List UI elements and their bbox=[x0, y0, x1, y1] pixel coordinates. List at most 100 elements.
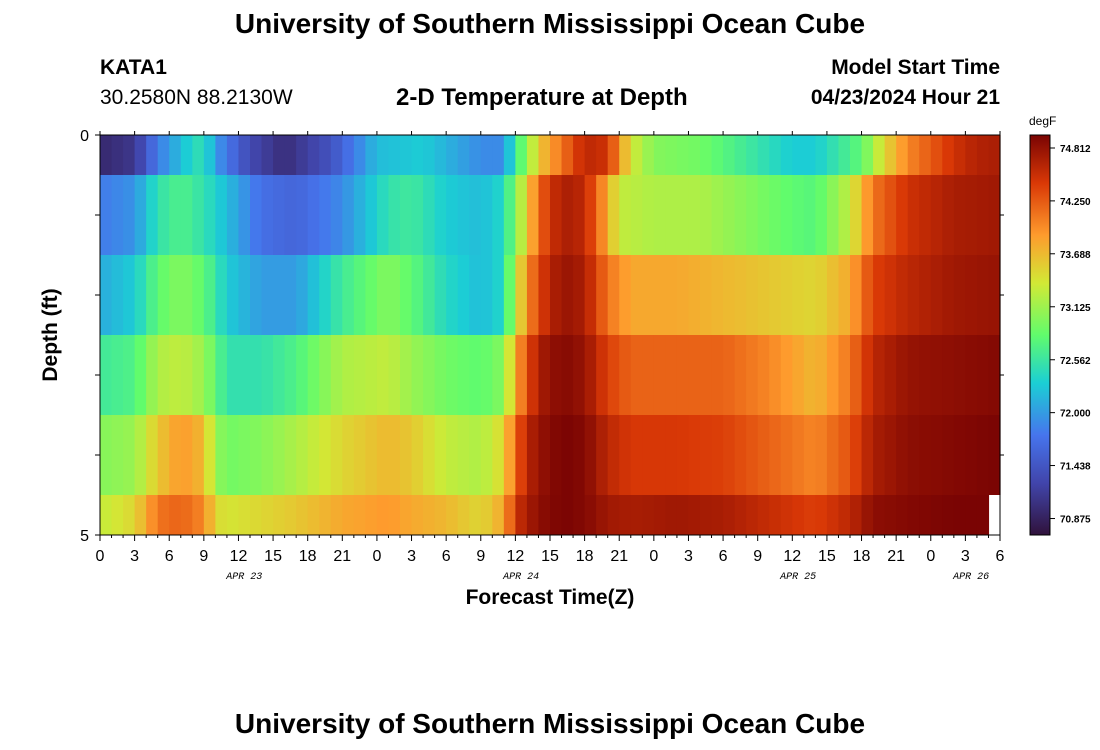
heatmap-cell bbox=[919, 135, 932, 175]
heatmap-cell bbox=[746, 495, 759, 535]
colorbar-tick-label: 72.000 bbox=[1060, 409, 1091, 420]
heatmap-cell bbox=[688, 495, 701, 535]
heatmap-cell bbox=[550, 495, 563, 535]
heatmap-cell bbox=[584, 175, 597, 255]
heatmap-cell bbox=[838, 335, 851, 415]
heatmap-cell bbox=[434, 255, 447, 335]
heatmap-cell bbox=[711, 135, 724, 175]
heatmap-cell bbox=[573, 495, 586, 535]
page-title: University of Southern Mississippi Ocean… bbox=[234, 8, 866, 39]
heatmap-cell bbox=[953, 495, 966, 535]
heatmap-cell bbox=[538, 255, 551, 335]
heatmap-cell bbox=[434, 335, 447, 415]
heatmap-cell bbox=[226, 175, 240, 255]
x-tick-label: 3 bbox=[684, 548, 693, 565]
heatmap-cell bbox=[134, 175, 147, 255]
heatmap-cell bbox=[873, 335, 886, 415]
heatmap-cell bbox=[596, 415, 609, 495]
heatmap-cell bbox=[607, 495, 620, 535]
heatmap-cell bbox=[123, 415, 136, 495]
heatmap-cell bbox=[215, 135, 228, 175]
heatmap-cell bbox=[480, 135, 493, 175]
heatmap-cell bbox=[376, 255, 390, 335]
heatmap-cell bbox=[884, 415, 897, 495]
heatmap-cell bbox=[261, 495, 274, 535]
x-tick-label: 6 bbox=[996, 548, 1005, 565]
heatmap-cell bbox=[319, 495, 332, 535]
heatmap-cell bbox=[815, 255, 828, 335]
heatmap-cell bbox=[411, 135, 424, 175]
heatmap-cell bbox=[757, 495, 770, 535]
heatmap-cell bbox=[273, 175, 286, 255]
heatmap-cell bbox=[757, 175, 770, 255]
heatmap-cell bbox=[826, 495, 840, 535]
heatmap-cell bbox=[642, 175, 655, 255]
heatmap-cell bbox=[676, 255, 690, 335]
heatmap-cell bbox=[642, 495, 655, 535]
heatmap-cell bbox=[526, 255, 540, 335]
heatmap-cell bbox=[723, 415, 736, 495]
heatmap-cell bbox=[446, 335, 459, 415]
heatmap-cell bbox=[296, 495, 309, 535]
heatmap-cell bbox=[665, 135, 678, 175]
heatmap-cell bbox=[965, 255, 978, 335]
heatmap-cell bbox=[307, 415, 320, 495]
heatmap-cell bbox=[769, 415, 782, 495]
heatmap-cell bbox=[446, 135, 459, 175]
heatmap-cell bbox=[815, 495, 828, 535]
heatmap-cell bbox=[850, 255, 863, 335]
heatmap-cell bbox=[584, 495, 597, 535]
heatmap-cell bbox=[342, 415, 355, 495]
heatmap-cell bbox=[100, 175, 113, 255]
heatmap-cell bbox=[365, 255, 378, 335]
heatmap-cell bbox=[584, 415, 597, 495]
heatmap-cell bbox=[688, 335, 701, 415]
heatmap-cell bbox=[215, 175, 228, 255]
heatmap-cell bbox=[723, 135, 736, 175]
heatmap-cell bbox=[273, 415, 286, 495]
heatmap-cell bbox=[942, 415, 955, 495]
heatmap-cell bbox=[423, 495, 436, 535]
heatmap-cell bbox=[850, 415, 863, 495]
heatmap-cell bbox=[861, 175, 874, 255]
heatmap-cell bbox=[630, 495, 643, 535]
heatmap-cell bbox=[134, 495, 147, 535]
heatmap-cell bbox=[515, 495, 528, 535]
heatmap-cell bbox=[400, 335, 413, 415]
heatmap-cell bbox=[284, 255, 297, 335]
heatmap-cell bbox=[100, 135, 113, 175]
heatmap-cell bbox=[746, 415, 759, 495]
heatmap-cell bbox=[850, 135, 863, 175]
heatmap-cell bbox=[919, 335, 932, 415]
heatmap-cell bbox=[619, 335, 632, 415]
heatmap-cell bbox=[446, 255, 459, 335]
x-tick-label: 9 bbox=[753, 548, 762, 565]
heatmap-cell bbox=[734, 335, 747, 415]
x-tick-label: 3 bbox=[407, 548, 416, 565]
heatmap-cell bbox=[803, 255, 816, 335]
heatmap-cell bbox=[550, 255, 563, 335]
heatmap-cell bbox=[284, 415, 297, 495]
heatmap-cell bbox=[942, 495, 955, 535]
heatmap-cell bbox=[250, 415, 263, 495]
heatmap-cell bbox=[400, 415, 413, 495]
y-axis: 0 5 Depth (ft) bbox=[39, 128, 1004, 545]
heatmap-cell bbox=[665, 495, 678, 535]
heatmap-cell bbox=[792, 255, 805, 335]
heatmap-cell bbox=[838, 175, 851, 255]
heatmap-cell bbox=[192, 175, 205, 255]
x-tick-label: 6 bbox=[442, 548, 451, 565]
heatmap-cell bbox=[111, 495, 124, 535]
heatmap-cell bbox=[388, 175, 401, 255]
heatmap-cell bbox=[411, 495, 424, 535]
heatmap-cell bbox=[619, 135, 632, 175]
date-label: APR 24 bbox=[502, 572, 539, 583]
heatmap-cell bbox=[434, 415, 447, 495]
heatmap-cell bbox=[203, 415, 216, 495]
x-tick-label: 0 bbox=[649, 548, 658, 565]
colorbar-tick-label: 70.875 bbox=[1060, 515, 1091, 526]
heatmap-cell bbox=[607, 255, 620, 335]
heatmap-cell bbox=[734, 175, 747, 255]
heatmap-cell bbox=[942, 135, 955, 175]
